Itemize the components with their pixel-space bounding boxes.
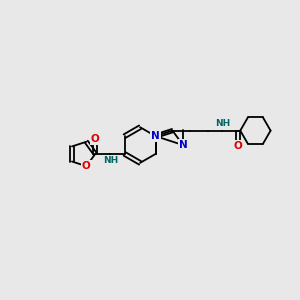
Text: O: O <box>91 134 100 144</box>
Text: N: N <box>178 140 188 150</box>
Text: O: O <box>233 141 242 151</box>
Text: NH: NH <box>103 156 118 165</box>
Text: N: N <box>151 131 160 141</box>
Text: NH: NH <box>215 119 230 128</box>
Text: O: O <box>82 161 91 171</box>
